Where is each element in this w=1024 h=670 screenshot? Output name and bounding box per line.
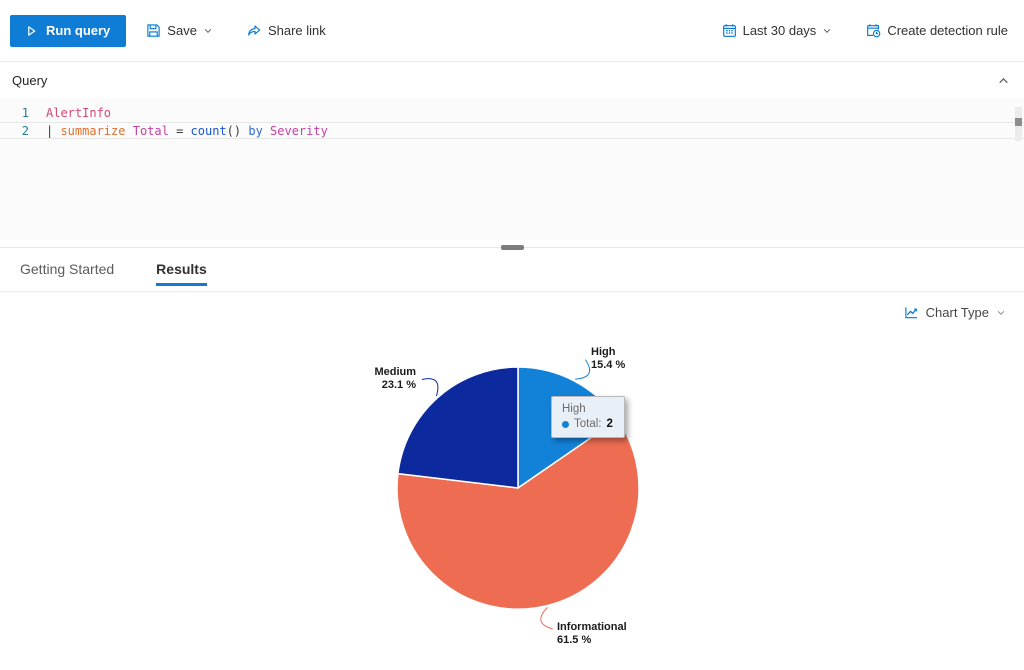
results-tab-bar: Getting Started Results <box>0 254 1024 292</box>
pie-label-informational: Informational 61.5 % <box>557 621 627 646</box>
pie-slice-medium[interactable] <box>397 366 519 489</box>
query-section-title: Query <box>12 72 48 88</box>
pie-callout-line <box>575 359 591 380</box>
command-bar: Run query Save Share link <box>0 0 1024 62</box>
code-token: Total <box>132 124 169 138</box>
share-link-label: Share link <box>267 23 326 38</box>
run-query-label: Run query <box>46 23 111 38</box>
tooltip-field: Total: <box>574 418 602 430</box>
chevron-down-icon <box>203 26 213 36</box>
code-token: = <box>168 124 191 138</box>
tooltip-value: 2 <box>606 418 613 430</box>
chevron-down-icon <box>822 26 832 36</box>
run-query-button[interactable]: Run query <box>10 14 127 47</box>
chart-type-label: Chart Type <box>925 305 989 320</box>
pie-label-medium: Medium 23.1 % <box>374 366 416 391</box>
code-token <box>125 123 132 138</box>
chevron-down-icon <box>996 308 1006 318</box>
code-token: by <box>248 124 263 138</box>
code-line[interactable]: 2 | summarize Total = count() by Severity <box>0 122 1024 139</box>
line-number: 1 <box>21 106 29 120</box>
query-section-header: Query <box>0 62 1024 98</box>
editor-scrollbar[interactable] <box>1015 107 1022 141</box>
pie-slice-informational[interactable] <box>396 418 640 610</box>
calendar-icon <box>722 23 737 38</box>
tab-getting-started[interactable]: Getting Started <box>20 261 115 277</box>
code-token: AlertInfo <box>46 106 112 120</box>
save-button[interactable]: Save <box>140 22 219 39</box>
share-link-button[interactable]: Share link <box>241 22 332 39</box>
splitter-handle[interactable] <box>501 245 524 250</box>
severity-pie-chart <box>396 359 640 630</box>
editor-scrollbar-thumb[interactable] <box>1015 118 1022 126</box>
calendar-clock-icon <box>866 23 881 38</box>
collapse-chevron-icon[interactable] <box>997 74 1010 87</box>
code-token: summarize <box>60 124 126 138</box>
series-bullet-icon <box>562 420 569 428</box>
tab-results[interactable]: Results <box>156 261 207 286</box>
create-detection-rule-label: Create detection rule <box>887 23 1008 38</box>
share-icon <box>247 23 262 38</box>
play-icon <box>26 25 37 37</box>
time-range-dropdown[interactable]: Last 30 days <box>716 22 839 39</box>
query-code-editor[interactable]: 1 AlertInfo 2 | summarize Total = count() b… <box>0 98 1024 240</box>
save-label: Save <box>167 23 197 38</box>
save-icon <box>146 23 161 38</box>
chart-tooltip: High Total: 2 <box>551 396 625 438</box>
results-panel: Chart Type High 15.4 % Informational 61.5 %… <box>0 292 1024 670</box>
code-token: | <box>46 124 61 138</box>
code-lines: 1 AlertInfo 2 | summarize Total = count() b… <box>0 105 1024 139</box>
tooltip-title: High <box>562 403 586 415</box>
panel-splitter <box>0 240 1024 254</box>
code-token <box>263 123 270 138</box>
code-token: Severity <box>270 124 328 138</box>
code-line[interactable]: 1 AlertInfo <box>0 105 1024 122</box>
pie-callout-line <box>421 378 439 397</box>
time-range-label: Last 30 days <box>742 23 817 38</box>
chart-type-dropdown[interactable]: Chart Type <box>898 304 1012 321</box>
pie-label-high: High 15.4 % <box>591 346 626 371</box>
tooltip-series-row: Total: 2 <box>562 418 613 430</box>
line-number: 2 <box>21 124 29 138</box>
create-detection-rule-button[interactable]: Create detection rule <box>860 22 1014 39</box>
code-token: () <box>226 124 249 138</box>
code-token: count <box>190 124 227 138</box>
pie-callout-line <box>540 607 553 630</box>
line-chart-icon <box>904 305 919 320</box>
